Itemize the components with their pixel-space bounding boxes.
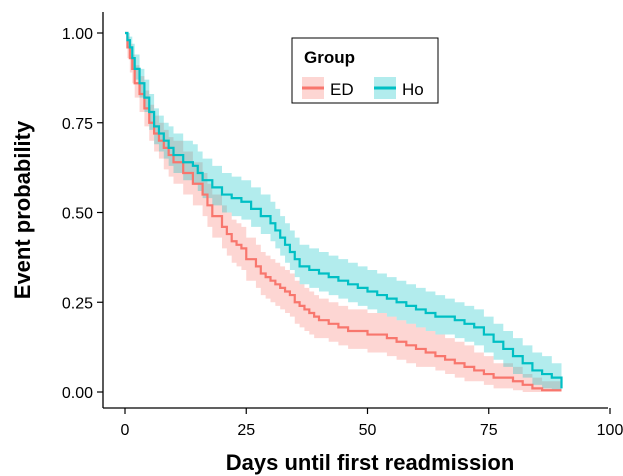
legend-item-ho: Ho bbox=[374, 77, 424, 99]
x-axis-title: Days until first readmission bbox=[226, 450, 515, 475]
x-tick-label: 100 bbox=[597, 422, 623, 439]
x-tick-label: 25 bbox=[237, 422, 255, 439]
x-tick-label: 75 bbox=[480, 422, 498, 439]
legend-title: Group bbox=[304, 48, 355, 67]
legend-label-ed: ED bbox=[330, 80, 354, 99]
x-tick-label: 0 bbox=[121, 422, 130, 439]
legend-item-ed: ED bbox=[302, 77, 354, 99]
y-tick-label: 1.00 bbox=[62, 26, 93, 43]
legend: Group ED Ho bbox=[291, 37, 439, 104]
y-ticks: 0.00 0.25 0.50 0.75 1.00 bbox=[62, 26, 103, 402]
y-tick-label: 0.50 bbox=[62, 206, 93, 223]
y-tick-label: 0.25 bbox=[62, 295, 93, 312]
x-ticks: 0 25 50 75 100 bbox=[121, 408, 623, 439]
y-tick-label: 0.75 bbox=[62, 116, 93, 133]
series-line-ed bbox=[125, 31, 562, 392]
legend-label-ho: Ho bbox=[402, 80, 424, 99]
survival-lines bbox=[125, 31, 563, 392]
y-axis-title: Event probability bbox=[10, 120, 35, 299]
confidence-band-ho bbox=[125, 33, 562, 392]
series-line-ho bbox=[125, 31, 563, 389]
legend-box bbox=[291, 37, 439, 104]
y-tick-label: 0.00 bbox=[62, 385, 93, 402]
x-tick-label: 50 bbox=[359, 422, 377, 439]
